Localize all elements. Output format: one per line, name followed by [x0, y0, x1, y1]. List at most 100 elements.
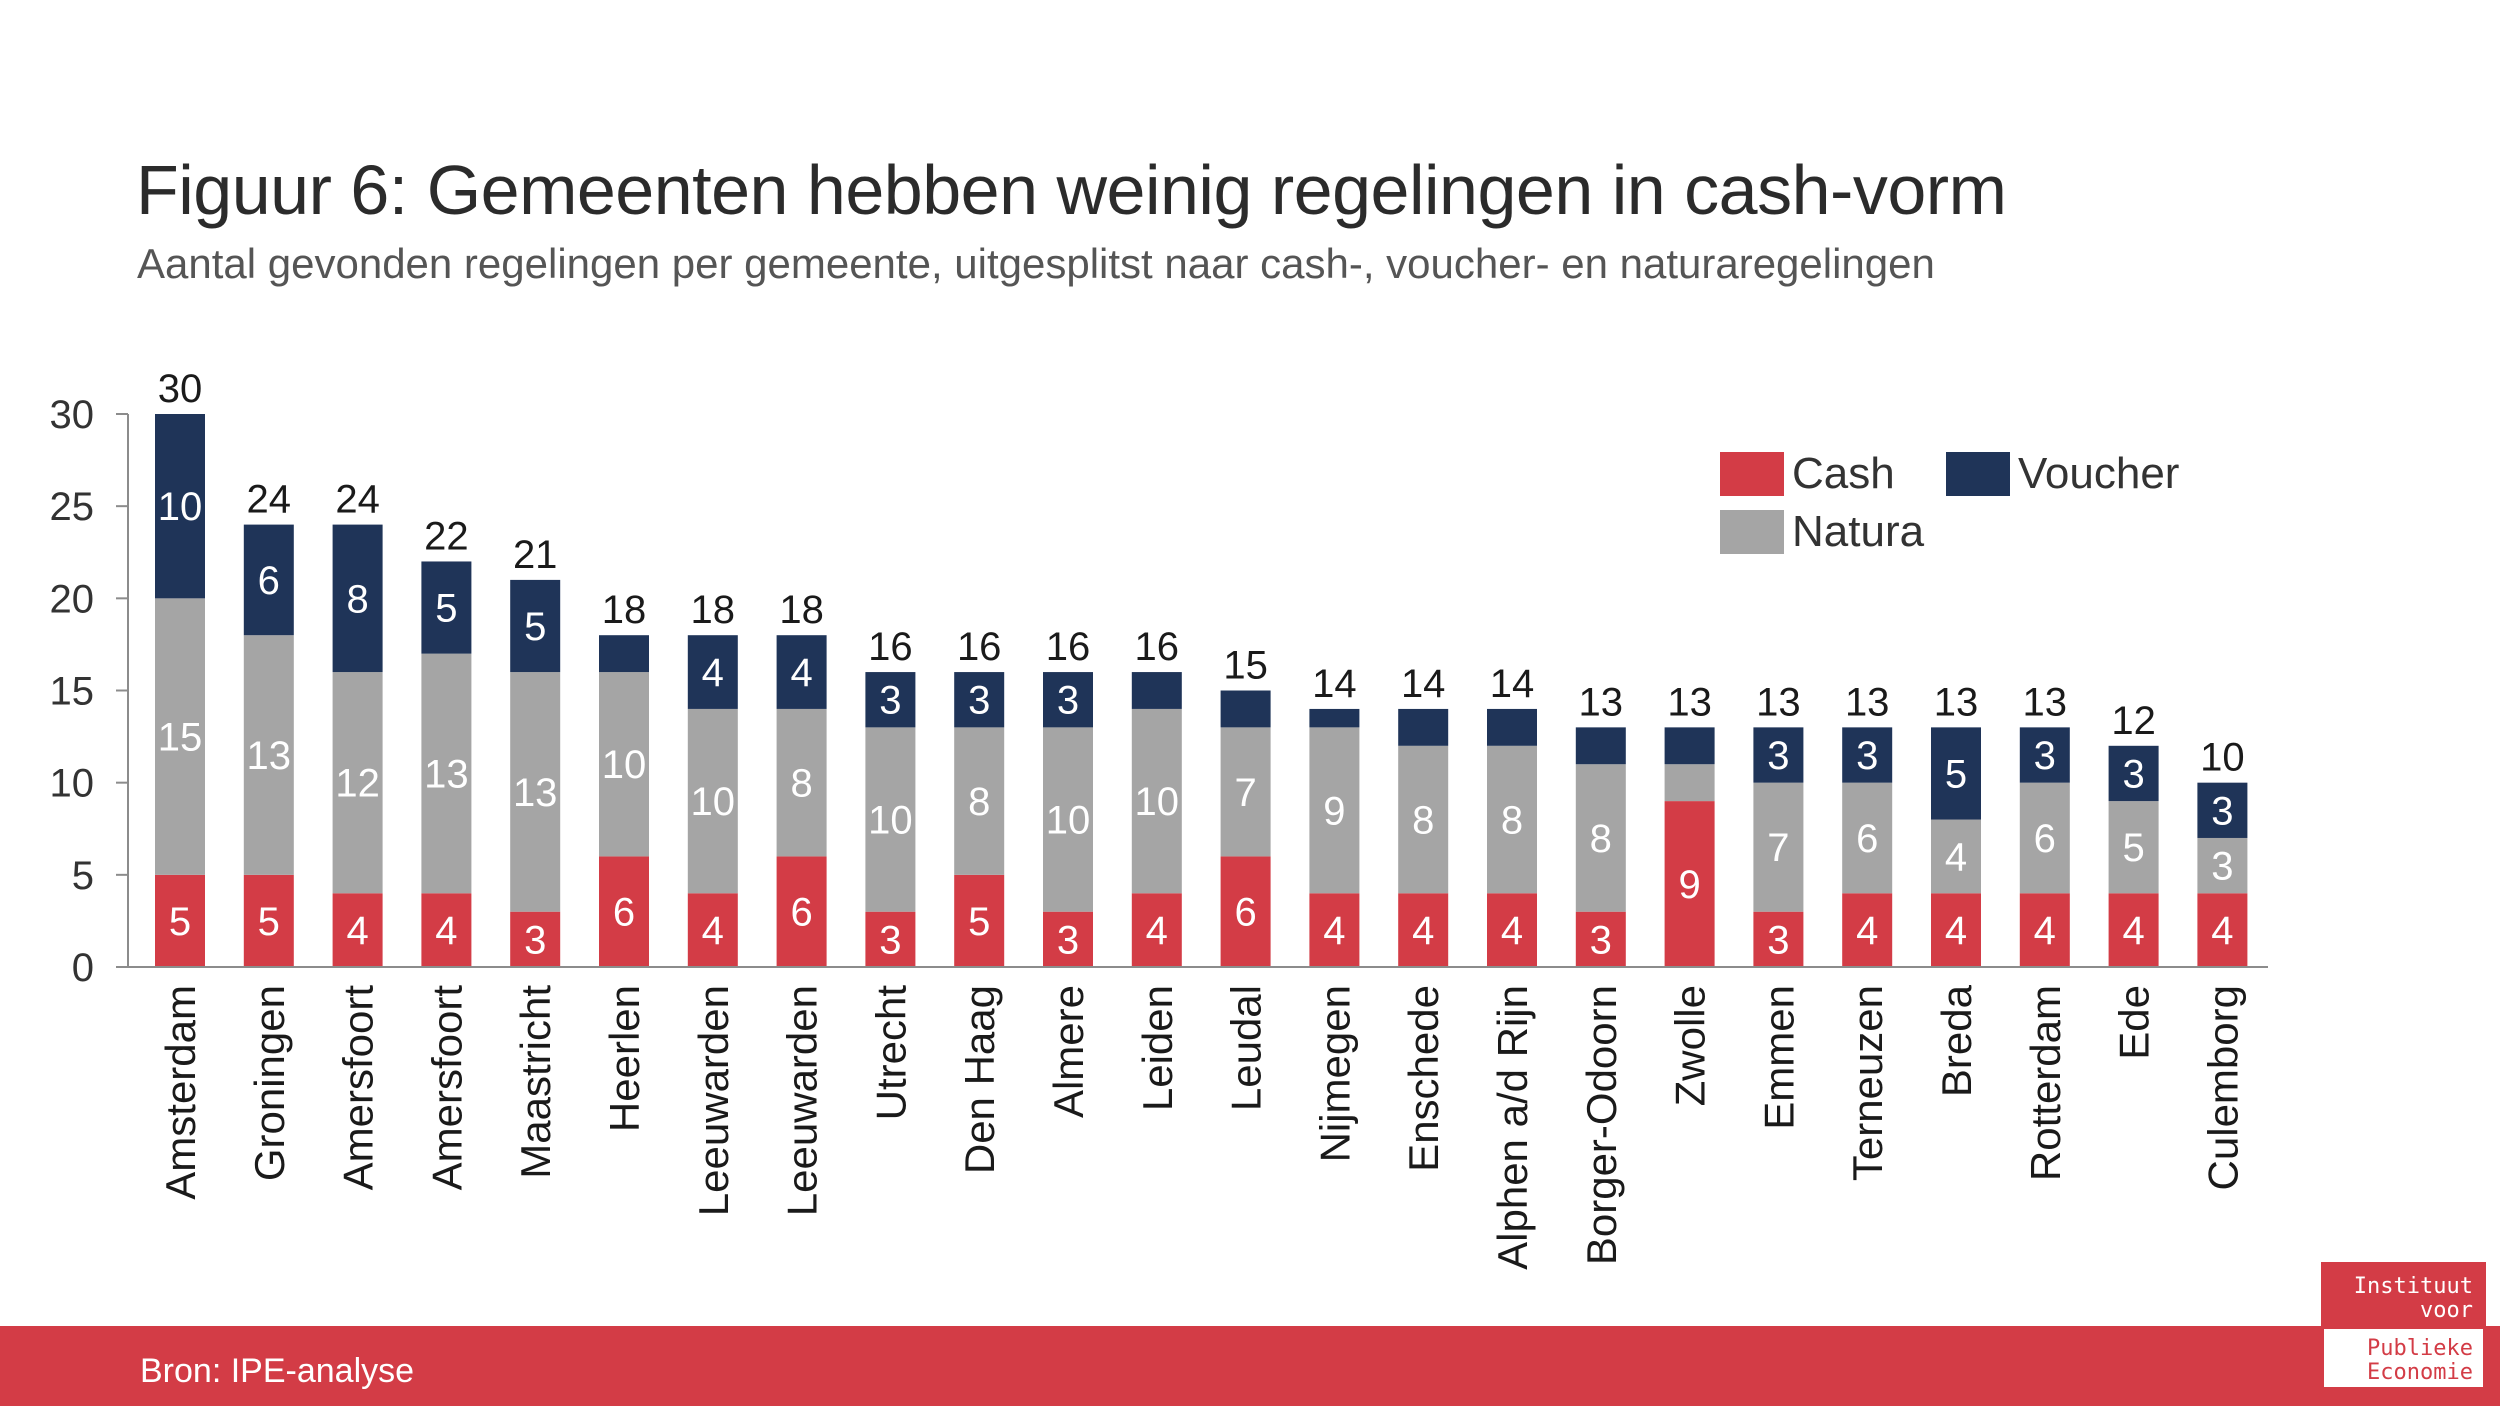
segment-label: 10 [691, 780, 736, 824]
logo-bottom: Publieke Economie [2324, 1331, 2483, 1385]
bar-group: 6 8 4 18 [776, 588, 827, 967]
y-tick-label: 0 [72, 946, 94, 990]
bar-segment-cash [865, 911, 916, 967]
segment-label: 5 [968, 900, 990, 944]
segment-label: 7 [1767, 826, 1789, 870]
segment-label: 10 [1135, 780, 1180, 824]
source-note: Bron: IPE-analyse [140, 1352, 415, 1390]
bar-group: 5 15 10 30 [155, 367, 205, 967]
total-label: 13 [1667, 680, 1712, 724]
bar-segment-voucher [155, 414, 205, 599]
bar-segment-natura [1842, 782, 1893, 894]
segment-label: 8 [346, 577, 368, 621]
bar-segment-voucher [510, 579, 561, 673]
bar-segment-cash [2019, 893, 2070, 967]
bar-segment-voucher [243, 524, 294, 636]
segment-label: 4 [1323, 909, 1345, 953]
segment-label: 5 [435, 587, 457, 631]
total-label: 16 [1046, 625, 1091, 669]
x-tick-label: Leeuwarden [779, 985, 826, 1216]
bar-group: 3 7 3 13 [1753, 680, 1804, 967]
segment-label: 6 [2034, 817, 2056, 861]
segment-label: 10 [602, 743, 647, 787]
bar-segment-voucher [1131, 672, 1182, 709]
legend-item-natura: Natura [1720, 507, 1925, 556]
bar-group: 4 8 14 [1398, 662, 1449, 967]
total-label: 10 [2200, 736, 2245, 780]
x-tick-label: Emmen [1755, 985, 1802, 1130]
bar-group: 4 9 14 [1309, 662, 1360, 967]
bar-segment-cash [1664, 801, 1715, 967]
segment-label: 7 [1234, 771, 1256, 815]
total-label: 13 [1934, 680, 1979, 724]
y-axis: 0 5 10 15 20 25 30 [50, 393, 129, 990]
segment-label: 8 [1501, 799, 1523, 843]
bar-segment-voucher [2197, 782, 2248, 838]
bar-segment-cash [1575, 911, 1626, 967]
segment-label: 3 [879, 679, 901, 723]
bar-segment-cash [243, 874, 294, 967]
bar-segment-natura [776, 708, 827, 857]
total-label: 14 [1401, 662, 1446, 706]
bar-segment-natura [332, 672, 383, 894]
total-label: 14 [1490, 662, 1535, 706]
segment-label: 8 [968, 780, 990, 824]
bar-segment-cash [687, 893, 738, 967]
bar-segment-cash [510, 911, 561, 967]
bar-segment-natura [1309, 727, 1360, 894]
bar-segment-natura [1220, 727, 1271, 857]
x-tick-label: Leudal [1223, 985, 1270, 1111]
segment-label: 4 [1412, 909, 1434, 953]
bar-group: 4 8 14 [1487, 662, 1537, 967]
y-tick-label: 30 [50, 393, 95, 437]
bar-segment-natura [2108, 801, 2159, 894]
segment-label: 5 [258, 900, 280, 944]
segment-label: 9 [1678, 863, 1700, 907]
segment-label: 4 [702, 909, 724, 953]
bar-segment-natura [1931, 819, 1981, 894]
logo-line-4: Economie [2367, 1360, 2473, 1385]
segment-label: 10 [158, 485, 203, 529]
bar-group: 4 3 3 10 [2197, 736, 2248, 967]
segment-label: 4 [790, 651, 812, 695]
total-label: 16 [957, 625, 1002, 669]
y-tick-label: 5 [72, 854, 94, 898]
x-tick-label: Alphen a/d Rijn [1489, 985, 1536, 1270]
bar-group: 3 13 5 21 [510, 533, 561, 967]
x-tick-label: Enschede [1400, 985, 1447, 1172]
total-label: 18 [779, 588, 824, 632]
x-tick-label: Amersfoort [423, 985, 470, 1191]
bar-group: 4 12 8 24 [332, 478, 383, 967]
bar-segment-natura [1131, 708, 1182, 894]
bar-group: 4 4 5 13 [1931, 680, 1981, 967]
bar-segment-natura [510, 672, 561, 912]
segment-label: 3 [1057, 918, 1079, 962]
bar-segment-cash [1043, 911, 1093, 967]
segment-label: 4 [1146, 909, 1168, 953]
bar-segment-voucher [687, 635, 738, 709]
segment-label: 13 [513, 771, 558, 815]
bars: 5151030513624412824413522313521610184104… [155, 367, 2248, 967]
x-tick-label: Rotterdam [2022, 985, 2069, 1181]
bar-segment-cash [421, 893, 472, 967]
total-label: 16 [1135, 625, 1180, 669]
legend-swatch [1720, 510, 1784, 554]
y-tick-label: 20 [50, 577, 95, 621]
bar-segment-voucher [1753, 727, 1804, 783]
bar-segment-cash [954, 874, 1005, 967]
bar-group: 4 10 16 [1131, 625, 1182, 967]
chart-title: Figuur 6: Gemeenten hebben weinig regeli… [136, 151, 2007, 229]
ipe-logo: Instituut voor Publieke Economie [2321, 1262, 2486, 1390]
segment-label: 6 [790, 891, 812, 935]
segment-label: 3 [2122, 752, 2144, 796]
bar-segment-cash [776, 856, 827, 967]
x-tick-label: Maastricht [512, 985, 559, 1179]
bar-segment-cash [1131, 893, 1182, 967]
bar-group: 6 10 18 [599, 588, 649, 967]
segment-label: 4 [1945, 835, 1967, 879]
legend-item-cash: Cash [1720, 449, 1895, 498]
segment-label: 13 [247, 734, 292, 778]
bar-group: 5 13 6 24 [243, 478, 294, 967]
bar-segment-voucher [1398, 708, 1449, 746]
bar-group: 3 10 3 16 [865, 625, 916, 967]
